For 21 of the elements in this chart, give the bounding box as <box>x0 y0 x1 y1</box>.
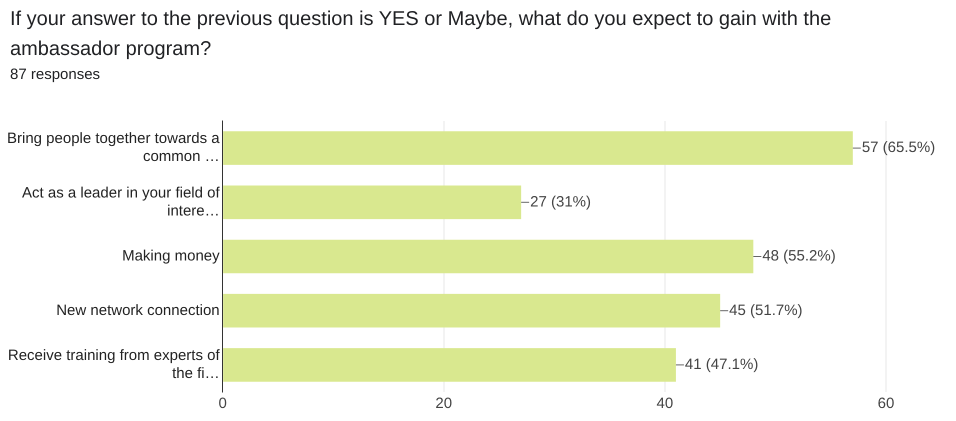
data-label: 41 (47.1%) <box>684 356 758 374</box>
data-label: 27 (31%) <box>530 193 592 210</box>
y-tick-label: New network connection <box>56 302 220 319</box>
x-tick-label: 20 <box>435 395 452 412</box>
x-tick-label: 60 <box>878 395 894 412</box>
x-tick-label: 40 <box>656 395 674 412</box>
data-label: 45 (51.7%) <box>729 302 803 319</box>
chart-title: If your answer to the previous question is YES or Maybe, what do you expect to gain with the ambassador program? <box>10 7 832 62</box>
bar <box>223 240 754 274</box>
data-label: 57 (65.5%) <box>862 139 936 156</box>
bar <box>223 348 676 382</box>
y-tick-label: Making money <box>122 248 220 265</box>
x-tick-label: 0 <box>218 395 227 412</box>
bar <box>223 294 720 328</box>
text: 87 responses <box>10 66 100 83</box>
y-tick-label: Act as a leader in your field of intere… <box>22 184 220 220</box>
y-tick-label: Bring people together towards a common … <box>6 130 220 166</box>
data-label: 48 (55.2%) <box>762 248 836 265</box>
bar <box>223 186 522 220</box>
y-tick-label: Receive training from experts of the fi… <box>8 347 220 382</box>
bar <box>223 131 853 165</box>
